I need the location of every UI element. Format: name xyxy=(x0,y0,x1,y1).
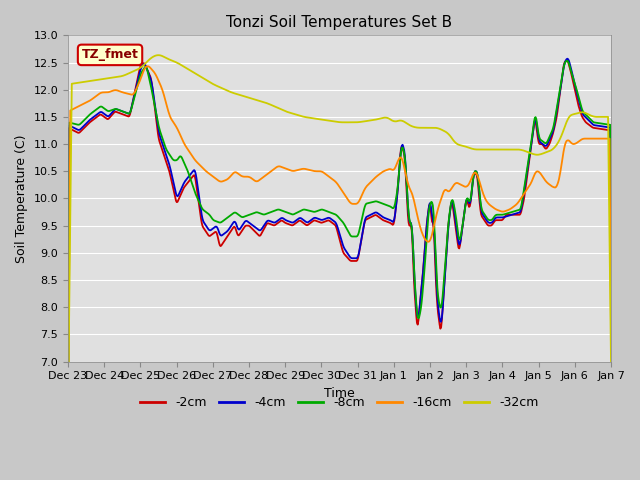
Title: Tonzi Soil Temperatures Set B: Tonzi Soil Temperatures Set B xyxy=(227,15,452,30)
Legend: -2cm, -4cm, -8cm, -16cm, -32cm: -2cm, -4cm, -8cm, -16cm, -32cm xyxy=(135,391,544,414)
X-axis label: Time: Time xyxy=(324,387,355,400)
Text: TZ_fmet: TZ_fmet xyxy=(82,48,138,61)
Y-axis label: Soil Temperature (C): Soil Temperature (C) xyxy=(15,134,28,263)
